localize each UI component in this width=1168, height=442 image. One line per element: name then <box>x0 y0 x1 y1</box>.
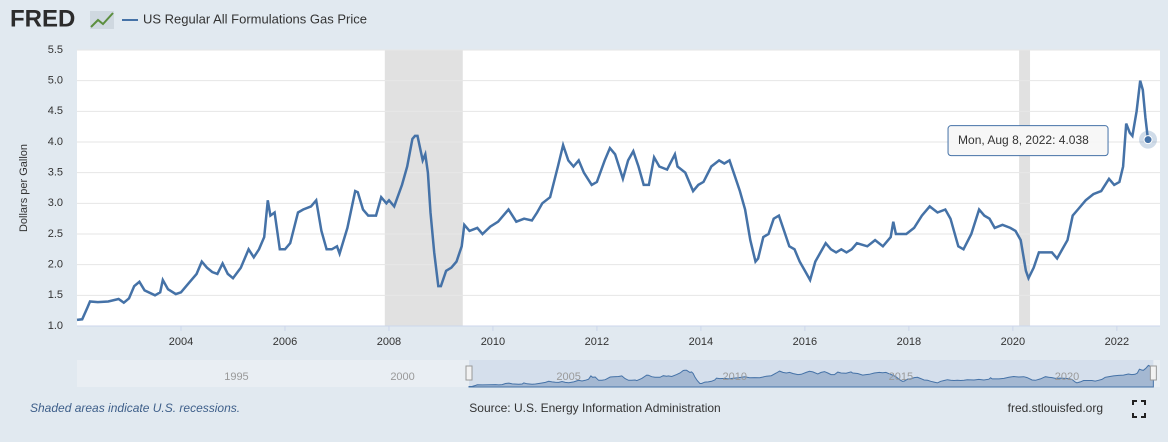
y-tick-label: 2.0 <box>48 259 63 271</box>
recession-band <box>1019 50 1031 326</box>
x-tick-label: 2022 <box>1105 336 1129 348</box>
recession-band <box>384 50 463 326</box>
navigator-label: 2010 <box>723 371 747 383</box>
navigator-label: 2000 <box>390 371 414 383</box>
navigator[interactable]: 1995 2000 2005 2010 2015 2020 <box>77 360 1160 388</box>
navigator-label: 2005 <box>556 371 580 383</box>
legend-label[interactable]: US Regular All Formulations Gas Price <box>143 11 367 26</box>
x-tick-label: 2016 <box>793 336 817 348</box>
x-tick-label: 2010 <box>481 336 505 348</box>
tooltip-box <box>947 125 1109 157</box>
logo-icon <box>90 11 114 29</box>
series-line <box>76 80 1150 322</box>
plot-area <box>77 50 1160 326</box>
tooltip-text: Mon, Aug 8, 2022: 4.038 <box>958 133 1089 147</box>
navigator-label: 1995 <box>224 371 248 383</box>
hover-point <box>1143 135 1153 145</box>
navigator-label: 2015 <box>889 371 913 383</box>
recession-note: Shaded areas indicate U.S. recessions. <box>30 401 240 415</box>
logo[interactable]: FRED <box>10 5 75 32</box>
x-tick-label: 2020 <box>1001 336 1025 348</box>
x-tick-label: 2006 <box>273 336 297 348</box>
y-tick-label: 4.0 <box>48 136 63 148</box>
x-tick-label: 2004 <box>169 336 193 348</box>
y-axis-title: Dollars per Gallon <box>18 144 30 232</box>
y-tick-label: 3.5 <box>48 167 63 179</box>
navigator-handle <box>1149 365 1157 381</box>
source: Source: U.S. Energy Information Administ… <box>469 401 720 415</box>
y-tick-label: 2.5 <box>48 228 63 240</box>
x-tick-label: 2008 <box>377 336 401 348</box>
site-link[interactable]: fred.stlouisfed.org <box>1008 401 1103 415</box>
y-tick-label: 5.5 <box>48 44 63 56</box>
x-tick-label: 2012 <box>585 336 609 348</box>
x-tick-label: 2014 <box>689 336 713 348</box>
y-tick-label: 5.0 <box>48 75 63 87</box>
navigator-label: 2020 <box>1055 371 1079 383</box>
navigator-line <box>468 364 1154 388</box>
y-tick-label: 4.5 <box>48 105 63 117</box>
y-tick-label: 1.0 <box>48 320 63 332</box>
fullscreen-button[interactable] <box>1132 400 1146 418</box>
x-tick-label: 2018 <box>897 336 921 348</box>
y-tick-label: 3.0 <box>48 197 63 209</box>
y-tick-label: 1.5 <box>48 289 63 301</box>
navigator-handle <box>465 365 473 381</box>
